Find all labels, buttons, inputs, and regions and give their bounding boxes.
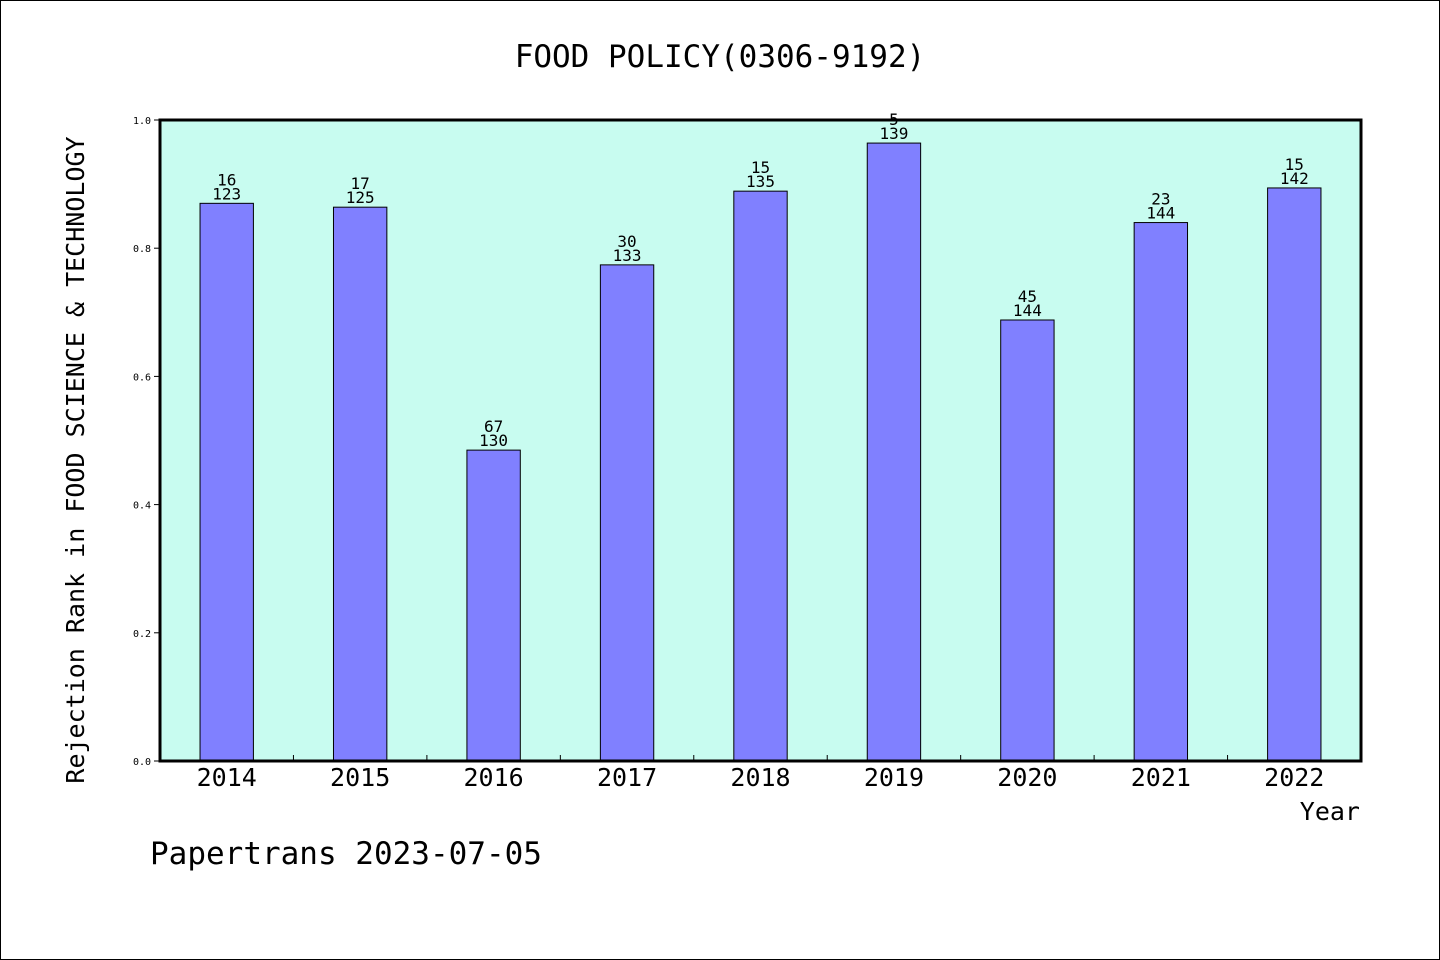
bar-2018 xyxy=(733,190,788,762)
y-tick-label: 0.0 xyxy=(133,757,151,768)
bar-2014 xyxy=(199,202,254,762)
bar-2017 xyxy=(599,264,655,762)
bar-2022 xyxy=(1267,187,1322,762)
bar-total-label-2016: 130 xyxy=(479,431,508,450)
y-tick-label: 1.0 xyxy=(133,116,151,127)
x-tick-label-2019: 2019 xyxy=(864,763,924,792)
footer-watermark: Papertrans 2023-07-05 xyxy=(150,836,542,872)
y-axis-label: Rejection Rank in FOOD SCIENCE & TECHNOL… xyxy=(61,136,90,783)
x-tick-label-2021: 2021 xyxy=(1131,763,1191,792)
bar-total-label-2022: 142 xyxy=(1280,169,1309,188)
bar-total-label-2019: 139 xyxy=(879,124,908,143)
bar-rank-label-2018: 15 xyxy=(751,158,770,177)
x-tick-label-2017: 2017 xyxy=(597,763,657,792)
bar-rank-label-2015: 17 xyxy=(351,174,370,193)
bar-rank-label-2020: 45 xyxy=(1018,287,1037,306)
bar-2019 xyxy=(866,142,922,762)
plot-border xyxy=(158,118,1363,763)
chart-title: FOOD POLICY(0306-9192) xyxy=(515,39,926,75)
x-tick-label-2015: 2015 xyxy=(330,763,390,792)
bar-2016 xyxy=(466,449,521,762)
y-axis-ticks: 0.0 0.2 0.4 0.6 0.8 1.0 xyxy=(133,116,160,768)
x-axis-ticks: 2014 2015 2016 2017 2018 2019 2020 2021 2022 xyxy=(197,755,1324,792)
y-tick-label: 0.6 xyxy=(133,372,151,383)
bar-total-label-2017: 133 xyxy=(613,246,642,265)
bar-rank-label-2017: 30 xyxy=(617,232,636,251)
bar-total-label-2020: 144 xyxy=(1013,301,1042,320)
bar-total-label-2018: 135 xyxy=(746,172,775,191)
bar-labels-group: 1612317125671303013315135513945144231441… xyxy=(212,110,1308,450)
bar-2020 xyxy=(1000,319,1055,762)
bar-rank-label-2014: 16 xyxy=(217,170,236,189)
y-tick-label: 0.8 xyxy=(133,244,151,255)
bar-total-label-2015: 125 xyxy=(346,188,375,207)
bar-rank-label-2016: 67 xyxy=(484,417,503,436)
x-tick-label-2014: 2014 xyxy=(197,763,257,792)
x-tick-label-2016: 2016 xyxy=(464,763,524,792)
bar-total-label-2014: 123 xyxy=(212,184,241,203)
x-axis-label: Year xyxy=(1300,797,1360,826)
x-tick-label-2022: 2022 xyxy=(1264,763,1324,792)
bar-rank-label-2021: 23 xyxy=(1151,190,1170,209)
bar-total-label-2021: 144 xyxy=(1146,204,1175,223)
bars-group xyxy=(199,142,1322,762)
bar-2015 xyxy=(332,206,388,762)
bar-rank-label-2022: 15 xyxy=(1285,155,1304,174)
y-tick-label: 0.4 xyxy=(133,501,151,512)
x-tick-label-2018: 2018 xyxy=(730,763,790,792)
bar-2021 xyxy=(1133,222,1189,762)
x-tick-label-2020: 2020 xyxy=(997,763,1057,792)
y-tick-label: 0.2 xyxy=(133,629,151,640)
